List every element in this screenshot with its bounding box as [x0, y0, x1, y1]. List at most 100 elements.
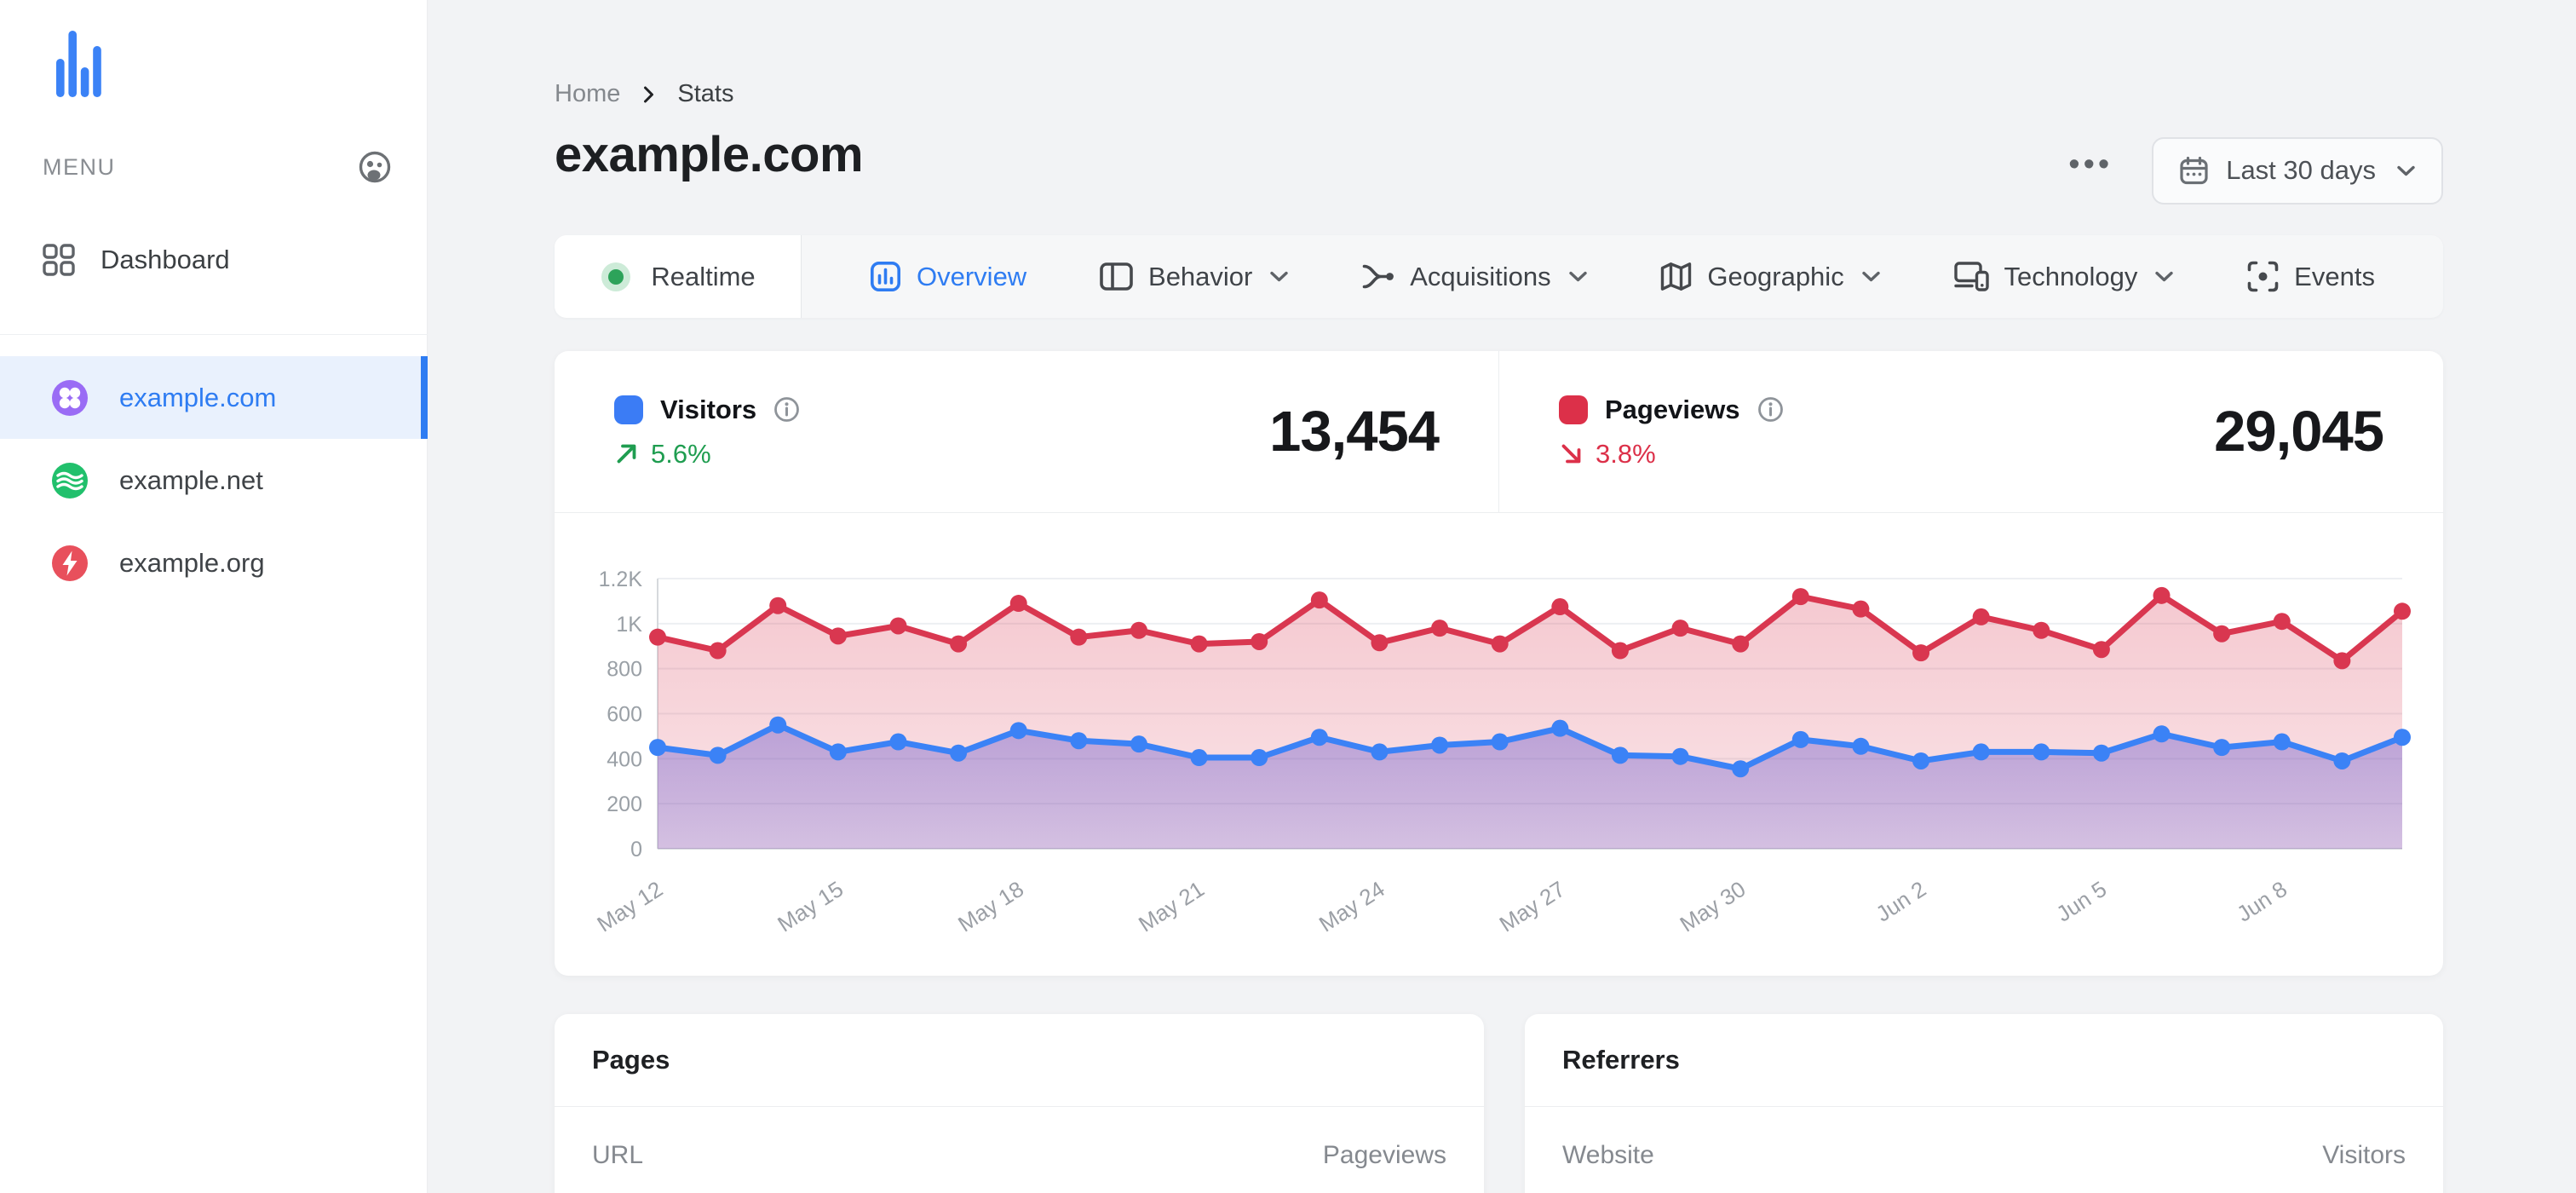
visitors-point[interactable] [2394, 729, 2411, 746]
traffic-line-chart[interactable]: 0 200 400 600 800 1K 1.2K May 12 May 15 May 18 May… [555, 513, 2443, 975]
sidebar-item-dashboard[interactable]: Dashboard [43, 237, 230, 283]
pageviews-point[interactable] [2153, 586, 2171, 604]
pageviews-point[interactable] [2273, 613, 2291, 631]
tab-geographic[interactable]: Geographic [1660, 262, 1880, 292]
x-tick-label: May 27 [1495, 876, 1570, 937]
pageviews-point[interactable] [1611, 642, 1629, 660]
visitors-point[interactable] [2273, 733, 2291, 751]
tab-label: Overview [917, 261, 1027, 291]
visitors-point[interactable] [1551, 719, 1569, 737]
pageviews-point[interactable] [950, 635, 968, 653]
sidebar-item-example-net[interactable]: example.net [0, 439, 428, 522]
pageviews-point[interactable] [1551, 598, 1569, 616]
visitors-point[interactable] [1852, 737, 1870, 755]
bar-chart-icon [870, 261, 901, 292]
visitors-point[interactable] [1671, 747, 1689, 765]
pageviews-point[interactable] [2333, 652, 2351, 670]
pageviews-point[interactable] [1431, 620, 1449, 637]
visitors-point[interactable] [709, 746, 727, 764]
column-header-website: Website [1562, 1141, 1654, 1169]
pageviews-point[interactable] [1972, 608, 1990, 625]
pageviews-point[interactable] [2033, 621, 2050, 639]
visitors-point[interactable] [1912, 752, 1930, 769]
visitors-point[interactable] [1491, 733, 1509, 751]
tab-technology[interactable]: Technology [1953, 261, 2175, 292]
sidebar-item-example-org[interactable]: example.org [0, 522, 428, 604]
stat-label: Pageviews [1605, 394, 1740, 424]
sidebar-item-example-com[interactable]: example.com [0, 356, 428, 439]
pageviews-point[interactable] [1009, 595, 1027, 613]
more-options-button[interactable]: ••• [2068, 148, 2113, 193]
pageviews-point[interactable] [2394, 602, 2411, 620]
breadcrumb-home[interactable]: Home [555, 80, 621, 107]
pageviews-point[interactable] [2213, 625, 2231, 643]
visitors-point[interactable] [1251, 749, 1268, 767]
visitors-point[interactable] [1130, 735, 1147, 753]
pageviews-point[interactable] [1251, 632, 1268, 650]
pageviews-point[interactable] [1732, 635, 1750, 653]
visitors-swatch [614, 395, 643, 424]
visitors-point[interactable] [769, 716, 787, 734]
pageviews-point[interactable] [769, 596, 787, 614]
pageviews-point[interactable] [1791, 588, 1809, 606]
visitors-point[interactable] [2213, 739, 2231, 757]
visitors-point[interactable] [1611, 746, 1629, 764]
x-tick-label: May 30 [1676, 876, 1751, 937]
tab-realtime[interactable]: Realtime [555, 235, 802, 318]
visitors-point[interactable] [1371, 743, 1389, 761]
pageviews-point[interactable] [1852, 600, 1870, 618]
tab-events[interactable]: Events [2247, 261, 2375, 292]
date-range-button[interactable]: Last 30 days [2152, 136, 2443, 205]
pageviews-point[interactable] [829, 627, 847, 645]
visitors-point[interactable] [829, 743, 847, 761]
chevron-down-icon [1568, 270, 1588, 283]
visitors-point[interactable] [649, 739, 666, 757]
visitors-point[interactable] [950, 744, 968, 762]
pageviews-point[interactable] [1371, 634, 1389, 652]
pageviews-point[interactable] [649, 628, 666, 646]
y-tick-label: 400 [607, 747, 642, 771]
visitors-point[interactable] [1431, 736, 1449, 754]
info-icon[interactable] [773, 396, 800, 423]
x-tick-label: Jun 8 [2232, 876, 2291, 927]
pageviews-point[interactable] [1912, 644, 1930, 662]
tab-label: Technology [2004, 261, 2138, 291]
visitors-point[interactable] [2092, 744, 2110, 762]
visitors-point[interactable] [2033, 743, 2050, 761]
pageviews-point[interactable] [889, 617, 907, 635]
tab-overview[interactable]: Overview [870, 261, 1026, 292]
visitors-point[interactable] [1070, 732, 1088, 750]
visitors-point[interactable] [2153, 725, 2171, 743]
calendar-icon [2179, 156, 2209, 186]
feedback-face-icon[interactable] [358, 150, 392, 184]
visitors-point[interactable] [1972, 743, 1990, 761]
visitors-point[interactable] [1009, 722, 1027, 740]
pageviews-point[interactable] [1491, 635, 1509, 653]
tab-acquisitions[interactable]: Acquisitions [1362, 262, 1587, 292]
visitors-point[interactable] [1310, 729, 1328, 746]
visitors-point[interactable] [1190, 749, 1208, 767]
app-logo-icon[interactable] [56, 31, 102, 99]
pageviews-point[interactable] [1310, 591, 1328, 609]
breadcrumb: Home Stats [555, 80, 733, 108]
visitors-point[interactable] [889, 733, 907, 751]
visitors-point[interactable] [1732, 760, 1750, 778]
pageviews-point[interactable] [1190, 635, 1208, 653]
tab-behavior[interactable]: Behavior [1100, 262, 1289, 292]
info-icon[interactable] [1757, 396, 1784, 423]
pageviews-point[interactable] [1070, 628, 1088, 646]
map-icon [1660, 262, 1692, 291]
menu-label: MENU [43, 153, 116, 180]
visitors-point[interactable] [1791, 730, 1809, 748]
stat-card-pageviews: Pageviews 3.8% 29,045 [1498, 351, 2443, 512]
pageviews-point[interactable] [1130, 621, 1147, 639]
visitors-line [654, 722, 2406, 772]
pageviews-point[interactable] [1671, 620, 1689, 637]
pageviews-point[interactable] [2092, 641, 2110, 659]
visitors-point[interactable] [2333, 752, 2351, 769]
x-tick-label: May 18 [953, 876, 1028, 937]
pageviews-point[interactable] [709, 642, 727, 660]
x-tick-label: Jun 5 [2051, 876, 2111, 927]
column-header-url: URL [592, 1141, 644, 1169]
sidebar-item-label: Dashboard [101, 245, 230, 274]
